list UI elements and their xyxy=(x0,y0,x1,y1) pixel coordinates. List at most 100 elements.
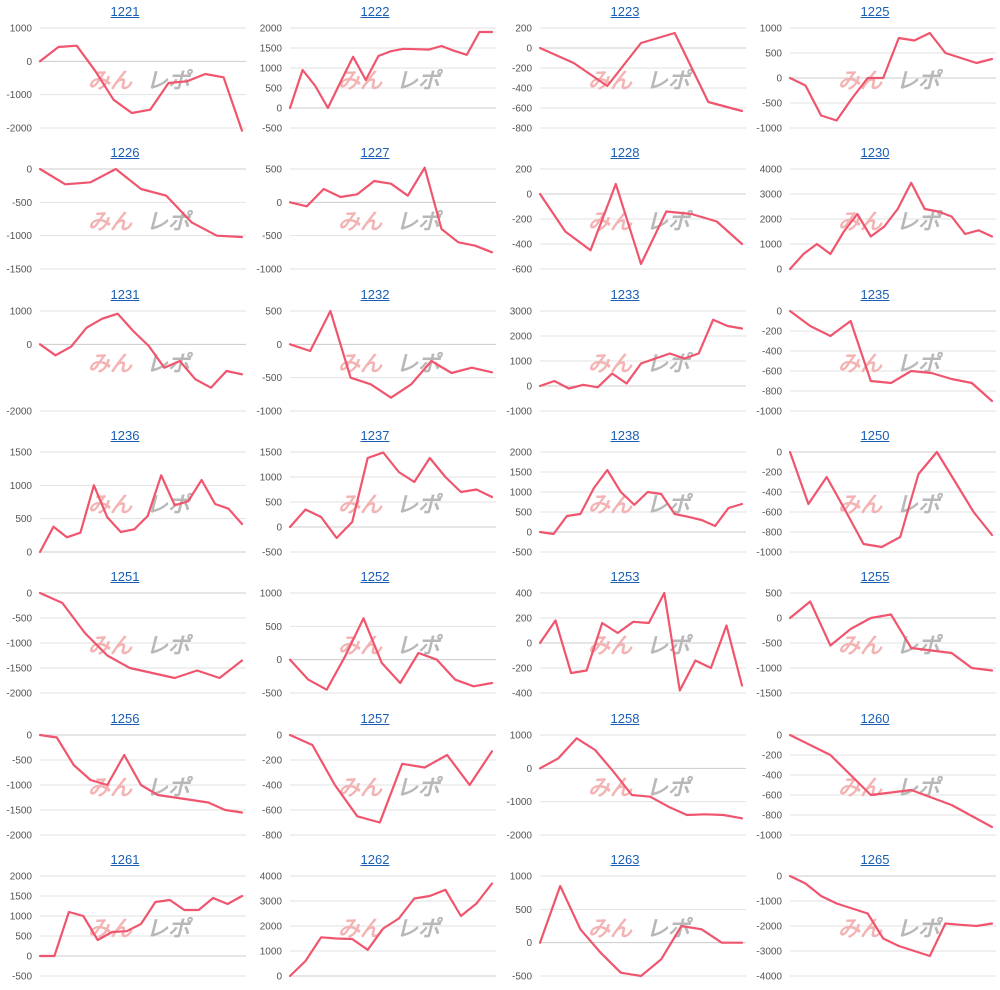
series-line xyxy=(538,183,744,266)
watermark-right: レポ xyxy=(396,775,444,801)
chart-title-link[interactable]: 1230 xyxy=(860,145,890,161)
chart-title-link[interactable]: 1253 xyxy=(610,569,640,585)
chart-title-link[interactable]: 1228 xyxy=(610,145,640,161)
chart-cell: 2000 1500 1000 500 0 -500 みん レポ 1261 xyxy=(0,848,250,989)
watermark-right: レポ xyxy=(896,916,944,942)
chart-cell: 1500 1000 500 0 -500 みん レポ 1237 xyxy=(250,424,500,565)
y-tick-label: -1000 xyxy=(256,265,282,276)
y-tick-label: -500 xyxy=(512,547,532,558)
chart-title-link[interactable]: 1250 xyxy=(860,427,890,443)
y-tick-label: -1000 xyxy=(756,547,782,558)
chart-title-link[interactable]: 1225 xyxy=(860,4,890,19)
chart-title-link[interactable]: 1233 xyxy=(610,286,640,302)
y-tick-label: 0 xyxy=(276,104,282,115)
chart-title-link[interactable]: 1255 xyxy=(860,569,890,585)
chart-title-link[interactable]: 1261 xyxy=(110,851,140,867)
chart-svg: 0 -1000 -2000 -3000 -4000 みん レポ xyxy=(756,871,996,982)
watermark-left: みん xyxy=(838,352,883,377)
y-tick-label: -1500 xyxy=(6,265,32,276)
chart-title-link[interactable]: 1256 xyxy=(110,710,140,726)
y-tick-label: 0 xyxy=(526,639,532,650)
chart-cell: 500 0 -500 -1000 -1500 みん レポ 1255 xyxy=(750,565,1000,706)
y-tick-label: 200 xyxy=(515,614,532,625)
y-tick-label: -200 xyxy=(762,467,782,478)
y-tick-label: 0 xyxy=(26,547,32,558)
y-tick-label: 0 xyxy=(26,165,32,176)
y-tick-label: -600 xyxy=(762,366,782,377)
y-tick-label: 500 xyxy=(765,49,782,60)
y-tick-label: 0 xyxy=(276,522,282,533)
chart-svg: 3000 2000 1000 0 -1000 みん レポ xyxy=(506,306,746,417)
chart-title-link[interactable]: 1265 xyxy=(860,851,890,867)
y-tick-label: 2000 xyxy=(10,871,33,882)
y-tick-label: 0 xyxy=(776,447,782,458)
chart-title-link[interactable]: 1263 xyxy=(610,851,640,867)
y-tick-label: 1000 xyxy=(260,64,283,75)
chart-cell: 1000 500 0 -500 みん レポ 1252 xyxy=(250,565,500,706)
chart-title-link[interactable]: 1232 xyxy=(360,286,390,302)
series-line xyxy=(288,30,494,110)
y-tick-label: 0 xyxy=(26,57,32,68)
watermark-left: みん xyxy=(838,493,883,518)
y-tick-label: -500 xyxy=(512,971,532,982)
y-tick-label: -400 xyxy=(512,84,532,95)
chart-svg: 500 0 -500 -1000 -1500 みん レポ xyxy=(756,589,996,700)
y-tick-label: -1000 xyxy=(756,664,782,675)
watermark-right: レポ xyxy=(146,209,194,235)
y-tick-label: -1000 xyxy=(6,231,32,242)
watermark-right: レポ xyxy=(646,492,694,518)
chart-title-link[interactable]: 1221 xyxy=(110,4,140,19)
chart-title-link[interactable]: 1257 xyxy=(360,710,390,726)
y-tick-label: -800 xyxy=(762,386,782,397)
y-tick-label: -400 xyxy=(762,346,782,357)
chart-title-link[interactable]: 1258 xyxy=(610,710,640,726)
y-tick-label: 500 xyxy=(265,165,282,176)
y-tick-label: -4000 xyxy=(756,971,782,982)
y-tick-label: 1000 xyxy=(10,306,33,317)
y-tick-label: -800 xyxy=(262,830,282,841)
y-tick-label: 2000 xyxy=(260,921,283,932)
chart-title-link[interactable]: 1236 xyxy=(110,427,140,443)
chart-svg: 0 -200 -400 -600 -800 -1000 みん レポ xyxy=(756,447,996,558)
chart-title-link[interactable]: 1252 xyxy=(360,569,390,585)
y-tick-label: 1500 xyxy=(260,447,283,458)
watermark-right: レポ xyxy=(396,492,444,518)
chart-cell: 500 0 -500 -1000 みん レポ 1227 xyxy=(250,141,500,282)
series-line xyxy=(788,600,994,672)
y-tick-label: 1000 xyxy=(260,946,283,957)
y-tick-label: 1500 xyxy=(510,467,533,478)
y-tick-label: -1500 xyxy=(756,689,782,700)
chart-cell: 0 -500 -1000 -1500 -2000 みん レポ 1256 xyxy=(0,707,250,848)
chart-title-link[interactable]: 1238 xyxy=(610,427,640,443)
chart-title-link[interactable]: 1237 xyxy=(360,427,390,443)
y-tick-label: 1500 xyxy=(260,44,283,55)
chart-cell: 1000 0 -1000 -2000 みん レポ 1221 xyxy=(0,0,250,141)
chart-title-link[interactable]: 1222 xyxy=(360,4,390,19)
chart-cell: 0 -500 -1000 -1500 みん レポ 1226 xyxy=(0,141,250,282)
chart-title-link[interactable]: 1226 xyxy=(110,145,140,161)
watermark-left: みん xyxy=(838,776,883,801)
y-tick-label: 500 xyxy=(515,507,532,518)
chart-title-link[interactable]: 1260 xyxy=(860,710,890,726)
watermark-right: レポ xyxy=(646,775,694,801)
chart-title-link[interactable]: 1231 xyxy=(110,286,140,302)
watermark-right: レポ xyxy=(646,68,694,94)
y-tick-label: -500 xyxy=(12,755,32,766)
y-tick-label: -600 xyxy=(762,790,782,801)
chart-title-link[interactable]: 1235 xyxy=(860,286,890,302)
y-tick-label: 0 xyxy=(26,589,32,600)
y-tick-label: -2000 xyxy=(756,921,782,932)
y-tick-label: 0 xyxy=(526,190,532,201)
series-line xyxy=(538,31,744,113)
chart-svg: 0 -200 -400 -600 -800 -1000 みん レポ xyxy=(756,306,996,417)
chart-title-link[interactable]: 1262 xyxy=(360,851,390,867)
chart-title-link[interactable]: 1227 xyxy=(360,145,390,161)
y-tick-label: -400 xyxy=(512,240,532,251)
chart-title-link[interactable]: 1223 xyxy=(610,4,640,19)
y-tick-label: 0 xyxy=(776,614,782,625)
y-tick-label: -1000 xyxy=(6,639,32,650)
chart-title-link[interactable]: 1251 xyxy=(110,569,140,585)
y-tick-label: 3000 xyxy=(510,306,533,317)
